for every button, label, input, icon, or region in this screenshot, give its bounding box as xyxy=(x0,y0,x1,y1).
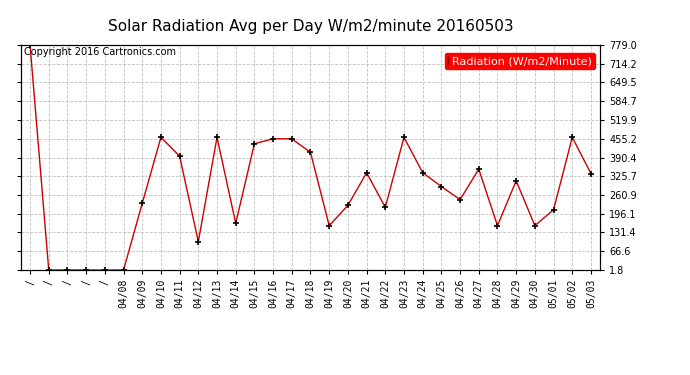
Text: Solar Radiation Avg per Day W/m2/minute 20160503: Solar Radiation Avg per Day W/m2/minute … xyxy=(108,19,513,34)
Text: Copyright 2016 Cartronics.com: Copyright 2016 Cartronics.com xyxy=(23,47,175,57)
Legend: Radiation (W/m2/Minute): Radiation (W/m2/Minute) xyxy=(445,53,595,69)
